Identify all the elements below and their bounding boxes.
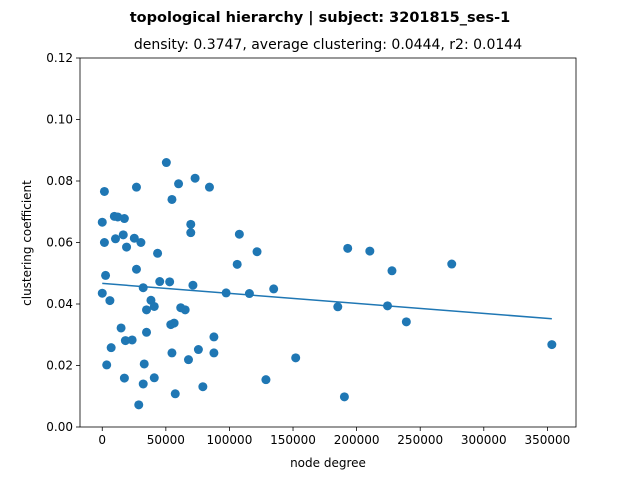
data-point [149,301,159,311]
data-point [136,238,146,247]
chart-title: topological hierarchy | subject: 3201815… [130,10,510,26]
data-point [174,179,184,189]
data-point [139,359,149,369]
data-point [180,305,190,315]
y-tick-label: 0.00 [46,420,73,434]
x-tick-label: 50000 [147,433,185,447]
data-point [186,219,196,229]
data-point [170,389,180,399]
data-point [193,345,203,355]
data-point [120,336,130,346]
y-tick-label: 0.02 [46,359,73,373]
data-point [244,289,254,299]
data-point [97,288,107,298]
y-tick-label: 0.08 [46,174,73,188]
data-point [547,340,557,350]
data-point [101,270,111,280]
data-point [165,277,175,287]
data-point [232,259,242,269]
data-point [134,400,144,410]
data-point [387,266,397,276]
data-point [190,173,200,183]
y-tick-label: 0.06 [46,236,73,250]
y-tick-label: 0.04 [46,297,73,311]
data-point [106,343,116,353]
data-point [204,182,214,192]
data-point [447,259,457,269]
x-axis-label: node degree [290,456,366,470]
data-point [127,335,137,345]
plot-area: 0 50000 100000 150000 200000 250000 300000 3500… [46,51,577,447]
x-tick-label: 200000 [334,433,380,447]
data-point [209,348,219,358]
chart-subtitle: density: 0.3747, average clustering: 0.0… [134,37,522,53]
data-point [142,305,152,315]
x-tick-label: 350000 [524,433,570,447]
data-point [343,243,353,253]
y-tick-label: 0.12 [46,51,73,65]
data-point [102,360,112,370]
data-point [131,182,141,192]
data-point [99,238,109,247]
data-point [234,229,244,239]
x-tick-label: 300000 [461,433,507,447]
data-point [138,379,148,389]
data-point [129,233,139,243]
data-point [105,296,115,306]
data-point [155,277,165,287]
y-axis-label: clustering coefficient [20,180,34,306]
data-point [252,247,262,257]
data-point [186,228,196,238]
data-point [365,246,375,256]
data-point [142,327,152,337]
data-point [153,248,163,258]
data-point [116,323,126,333]
x-tick-label: 100000 [207,433,253,447]
x-tick-label: 150000 [270,433,316,447]
x-tick-label: 0 [98,433,106,447]
data-point [269,284,279,294]
data-point [188,280,198,290]
data-point [149,373,159,383]
data-point [122,242,132,252]
data-point [119,214,129,224]
data-point [333,302,343,312]
regression-line [102,282,552,320]
data-point [261,375,271,385]
data-point [99,186,109,196]
data-point [138,283,148,293]
y-tick-label: 0.10 [46,113,73,127]
data-point [169,318,179,328]
data-point [167,348,177,358]
x-tick-label: 250000 [397,433,443,447]
data-point [119,373,129,383]
data-point [167,194,177,204]
data-point [209,332,219,342]
data-point [339,392,349,402]
data-point [118,230,128,240]
data-point [291,353,301,363]
data-point [110,234,120,244]
data-point [401,317,411,327]
data-point [183,355,193,365]
data-point [198,382,208,392]
data-point [97,217,107,227]
data-point [131,264,141,274]
data-point [161,158,171,168]
